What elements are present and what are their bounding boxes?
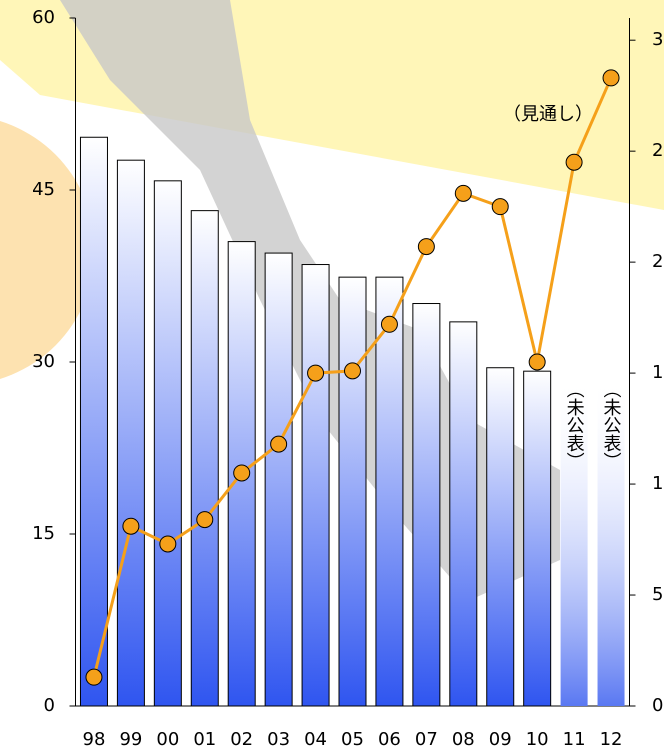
x-tick-label: 06 <box>378 729 401 750</box>
marker <box>270 435 288 453</box>
bar <box>301 264 330 707</box>
marker <box>344 362 361 380</box>
x-tick-label: 02 <box>230 729 253 750</box>
marker <box>159 535 177 553</box>
bar <box>116 159 145 707</box>
value-label: （未公表） <box>601 380 622 470</box>
y2-tick-label: 20 <box>652 251 664 272</box>
y2-tick-label: 15 <box>652 362 664 383</box>
bar <box>486 367 515 707</box>
marker <box>233 464 251 482</box>
bar <box>523 370 552 707</box>
x-tick-label: 12 <box>600 729 623 750</box>
value-label: （見通し） <box>503 104 593 125</box>
marker <box>307 364 325 382</box>
value-label: （未公表） <box>564 380 585 470</box>
x-tick-label: 07 <box>415 729 438 750</box>
bar <box>190 210 219 707</box>
marker <box>602 69 620 87</box>
x-tick-label: 08 <box>452 729 475 750</box>
bar <box>375 276 404 707</box>
y2-tick-label: 10 <box>652 473 664 494</box>
y2-tick-label: 0 <box>652 695 663 716</box>
bar <box>79 136 108 707</box>
marker <box>85 668 103 686</box>
x-tick-label: 05 <box>341 729 364 750</box>
x-tick-label: 04 <box>304 729 327 750</box>
y-tick-label: 0 <box>44 695 55 716</box>
bar <box>412 303 441 707</box>
y2-tick-label: 5 <box>652 584 663 605</box>
x-tick-label: 98 <box>83 729 106 750</box>
y2-tick-label: 30 <box>652 29 664 50</box>
unpublished-bar <box>597 375 625 706</box>
bar <box>338 276 367 707</box>
x-tick-label: 10 <box>526 729 549 750</box>
marker <box>454 184 472 202</box>
y-tick-label: 60 <box>32 7 55 28</box>
marker <box>528 353 546 371</box>
bar <box>153 180 182 707</box>
x-tick-label: 00 <box>156 729 179 750</box>
marker <box>122 517 140 535</box>
marker <box>380 315 398 333</box>
y-tick-label: 30 <box>32 351 55 372</box>
y2-tick-label: 25 <box>652 140 664 161</box>
x-tick-label: 03 <box>267 729 290 750</box>
bar <box>264 252 293 707</box>
y-tick-label: 15 <box>32 523 55 544</box>
bar <box>449 321 478 707</box>
marker <box>491 198 509 216</box>
marker <box>196 511 214 529</box>
unpublished-bar <box>560 375 588 706</box>
y-tick-label: 45 <box>32 179 55 200</box>
x-tick-label: 01 <box>193 729 216 750</box>
x-tick-label: 99 <box>119 729 142 750</box>
marker <box>417 238 435 256</box>
x-tick-label: 11 <box>563 729 586 750</box>
marker <box>565 153 583 171</box>
x-tick-label: 09 <box>489 729 512 750</box>
